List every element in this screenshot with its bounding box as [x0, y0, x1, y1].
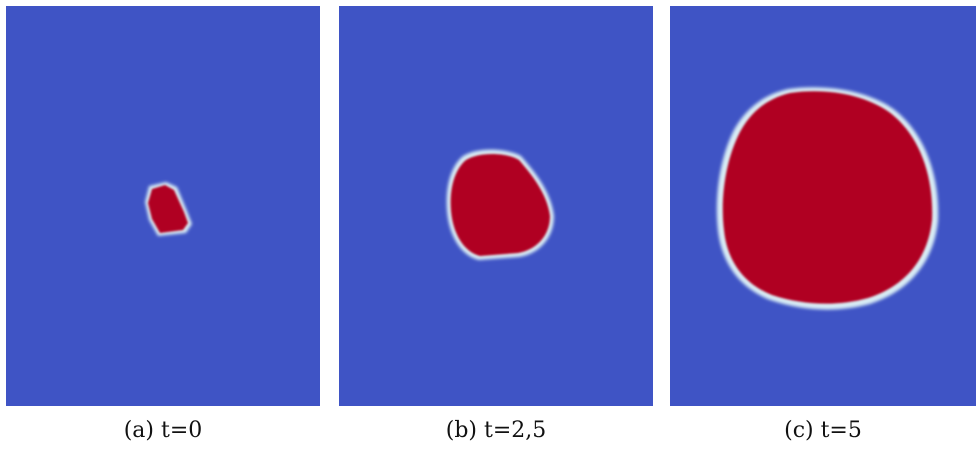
droplet-core-a	[148, 185, 188, 233]
simulation-panel-a	[6, 6, 320, 406]
droplet-core-c	[722, 91, 933, 304]
caption-a: (a) t=0	[123, 418, 203, 443]
droplet-field-b	[446, 149, 554, 260]
simulation-panel-b	[339, 6, 653, 406]
caption-b: (b) t=2,5	[445, 418, 547, 443]
caption-c: (c) t=5	[784, 418, 862, 443]
droplet-field-a	[145, 182, 192, 236]
simulation-panel-c	[670, 6, 976, 406]
droplet-core-b	[450, 153, 550, 256]
droplet-field-c	[716, 87, 939, 310]
